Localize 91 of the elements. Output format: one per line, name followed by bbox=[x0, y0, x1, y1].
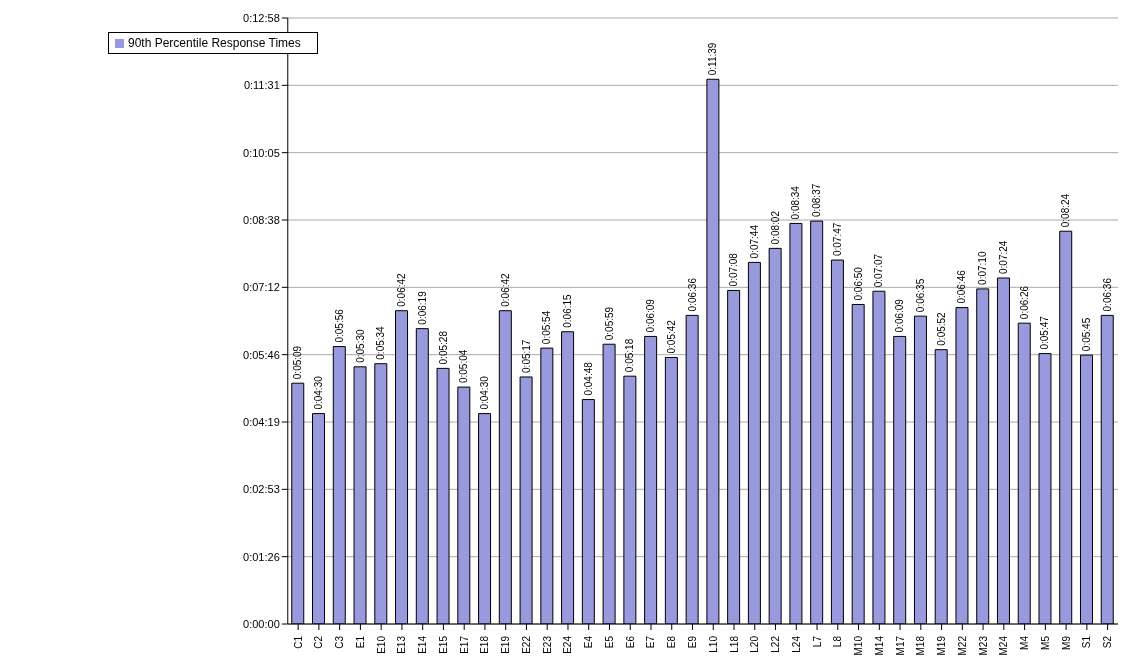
legend-label: 90th Percentile Response Times bbox=[128, 36, 301, 50]
data-label: 0:05:18 bbox=[624, 338, 636, 373]
x-tick-label: L24 bbox=[790, 635, 802, 653]
data-label: 0:07:08 bbox=[728, 252, 740, 287]
y-tick-label: 0:04:19 bbox=[243, 415, 280, 428]
y-tick-label: 0:01:26 bbox=[243, 550, 280, 563]
x-tick-label: L7 bbox=[811, 635, 823, 648]
data-label: 0:06:42 bbox=[396, 272, 408, 307]
x-tick-label: E23 bbox=[541, 635, 553, 654]
x-tick-label: E8 bbox=[666, 635, 678, 649]
y-tick-label: 0:07:12 bbox=[243, 281, 280, 294]
y-tick-label: 0:02:53 bbox=[243, 483, 280, 496]
data-label: 0:07:07 bbox=[873, 253, 885, 288]
data-label: 0:04:30 bbox=[479, 375, 491, 410]
data-label: 0:08:02 bbox=[769, 210, 781, 245]
data-label: 0:07:24 bbox=[997, 240, 1009, 274]
x-tick-label: M9 bbox=[1060, 635, 1072, 650]
data-label: 0:05:17 bbox=[520, 339, 532, 373]
x-tick-label: M14 bbox=[873, 635, 885, 656]
data-label: 0:05:34 bbox=[375, 325, 387, 360]
x-tick-label: L18 bbox=[728, 635, 740, 653]
data-label: 0:08:24 bbox=[1060, 193, 1072, 228]
data-label: 0:05:45 bbox=[1080, 317, 1092, 352]
data-label: 0:06:36 bbox=[686, 277, 698, 312]
x-tick-label: E10 bbox=[375, 635, 387, 654]
y-tick-label: 0:12:58 bbox=[243, 11, 280, 24]
data-label: 0:06:26 bbox=[1018, 285, 1030, 320]
data-label: 0:05:59 bbox=[603, 306, 615, 341]
x-tick-label: M22 bbox=[956, 635, 968, 656]
data-label: 0:05:09 bbox=[292, 345, 304, 380]
x-tick-label: E1 bbox=[354, 635, 366, 649]
x-tick-label: M18 bbox=[915, 635, 927, 656]
x-tick-label: E22 bbox=[520, 635, 532, 654]
x-tick-label: C1 bbox=[292, 635, 304, 649]
data-label: 0:08:34 bbox=[790, 185, 802, 220]
data-label: 0:07:10 bbox=[977, 251, 989, 285]
x-tick-label: E18 bbox=[479, 635, 491, 654]
x-tick-label: E17 bbox=[458, 635, 470, 654]
x-tick-label: E4 bbox=[583, 635, 595, 649]
data-label: 0:05:52 bbox=[935, 311, 947, 346]
x-tick-label: M17 bbox=[894, 635, 906, 656]
x-tick-label: L8 bbox=[832, 635, 844, 648]
x-tick-label: S2 bbox=[1102, 635, 1114, 649]
x-tick-label: E5 bbox=[603, 635, 615, 649]
x-tick-label: E7 bbox=[645, 635, 657, 649]
y-tick-label: 0:00:00 bbox=[243, 617, 280, 630]
data-label: 0:06:09 bbox=[645, 298, 657, 333]
data-label: 0:05:47 bbox=[1039, 315, 1051, 350]
x-tick-label: E15 bbox=[437, 635, 449, 654]
x-tick-label: L22 bbox=[770, 635, 782, 653]
x-tick-label: E13 bbox=[396, 635, 408, 654]
data-label: 0:07:44 bbox=[748, 224, 760, 259]
data-label: 0:05:56 bbox=[333, 308, 345, 343]
data-label: 0:05:04 bbox=[458, 349, 470, 384]
data-label: 0:05:54 bbox=[541, 310, 553, 345]
data-label: 0:04:30 bbox=[313, 375, 325, 410]
x-tick-label: M24 bbox=[998, 635, 1010, 656]
y-tick-label: 0:10:05 bbox=[243, 146, 280, 159]
x-tick-label: M19 bbox=[936, 635, 948, 656]
data-label: 0:05:42 bbox=[665, 319, 677, 354]
data-label: 0:05:30 bbox=[354, 329, 366, 363]
data-label: 0:06:19 bbox=[416, 290, 428, 325]
x-tick-label: M23 bbox=[977, 635, 989, 656]
data-label: 0:06:50 bbox=[852, 266, 864, 301]
x-tick-label: S1 bbox=[1081, 635, 1093, 649]
y-tick-label: 0:05:46 bbox=[243, 348, 280, 361]
x-tick-label: M4 bbox=[1019, 635, 1031, 650]
x-tick-label: E14 bbox=[417, 635, 429, 654]
data-label: 0:05:28 bbox=[437, 330, 449, 365]
data-label: 0:06:46 bbox=[956, 269, 968, 304]
x-tick-label: L20 bbox=[749, 635, 761, 653]
x-tick-label: C3 bbox=[334, 635, 346, 649]
data-label: 0:08:37 bbox=[811, 183, 823, 218]
data-label: 0:06:35 bbox=[914, 278, 926, 313]
data-label: 0:04:48 bbox=[582, 361, 594, 396]
x-tick-label: L10 bbox=[707, 635, 719, 653]
data-label: 0:06:09 bbox=[894, 298, 906, 333]
x-tick-label: E19 bbox=[500, 635, 512, 654]
data-label: 0:06:42 bbox=[499, 272, 511, 307]
x-tick-label: M5 bbox=[1039, 635, 1051, 650]
x-tick-label: E24 bbox=[562, 635, 574, 654]
x-tick-label: E9 bbox=[687, 635, 698, 649]
data-label: 0:06:15 bbox=[562, 293, 574, 328]
y-tick-label: 0:11:31 bbox=[243, 79, 280, 92]
x-tick-label: C2 bbox=[313, 635, 325, 649]
x-tick-label: M10 bbox=[853, 635, 865, 656]
x-tick-label: E6 bbox=[624, 635, 636, 649]
data-label: 0:11:39 bbox=[707, 42, 719, 76]
data-label: 0:06:36 bbox=[1101, 277, 1113, 312]
y-tick-label: 0:08:38 bbox=[243, 213, 280, 226]
data-label: 0:07:47 bbox=[831, 222, 843, 257]
